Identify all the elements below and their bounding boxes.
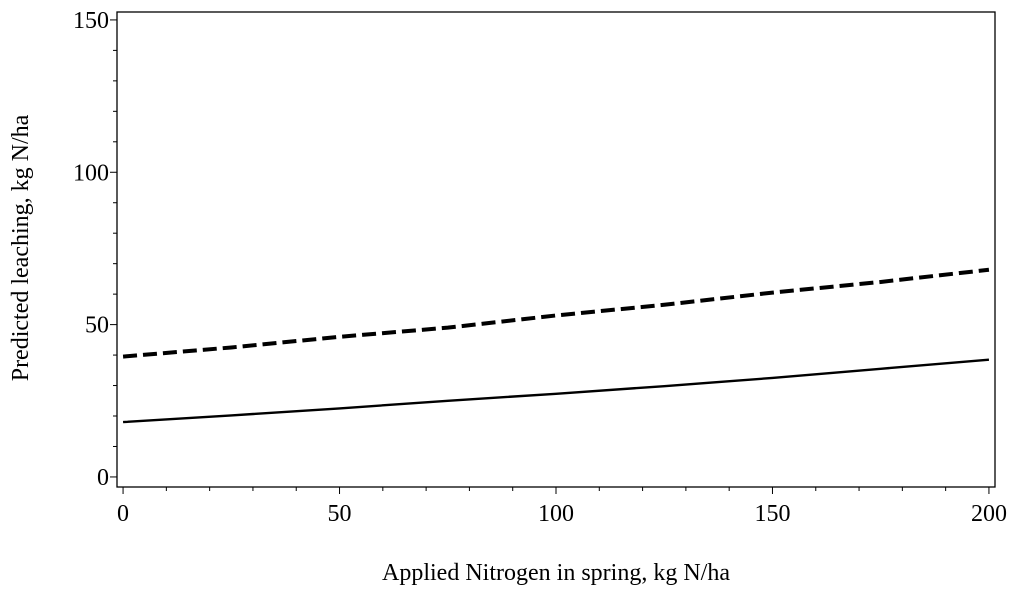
y-tick-label: 150: [73, 8, 109, 34]
plot-frame: [116, 11, 996, 488]
x-tick-label: 150: [754, 501, 790, 527]
x-tick-label: 0: [117, 501, 129, 527]
x-tick-label: 50: [328, 501, 352, 527]
x-tick-label: 200: [971, 501, 1007, 527]
y-tick-label: 0: [97, 465, 109, 491]
line-series: [122, 267, 990, 359]
x-axis-label: Applied Nitrogen in spring, kg N/ha: [382, 560, 730, 586]
y-axis-label: Predicted leaching, kg N/ha: [8, 114, 34, 381]
line-series: [122, 358, 990, 424]
y-tick-label: 50: [85, 313, 109, 339]
y-tick-label: 100: [73, 160, 109, 186]
x-tick-label: 100: [538, 501, 574, 527]
